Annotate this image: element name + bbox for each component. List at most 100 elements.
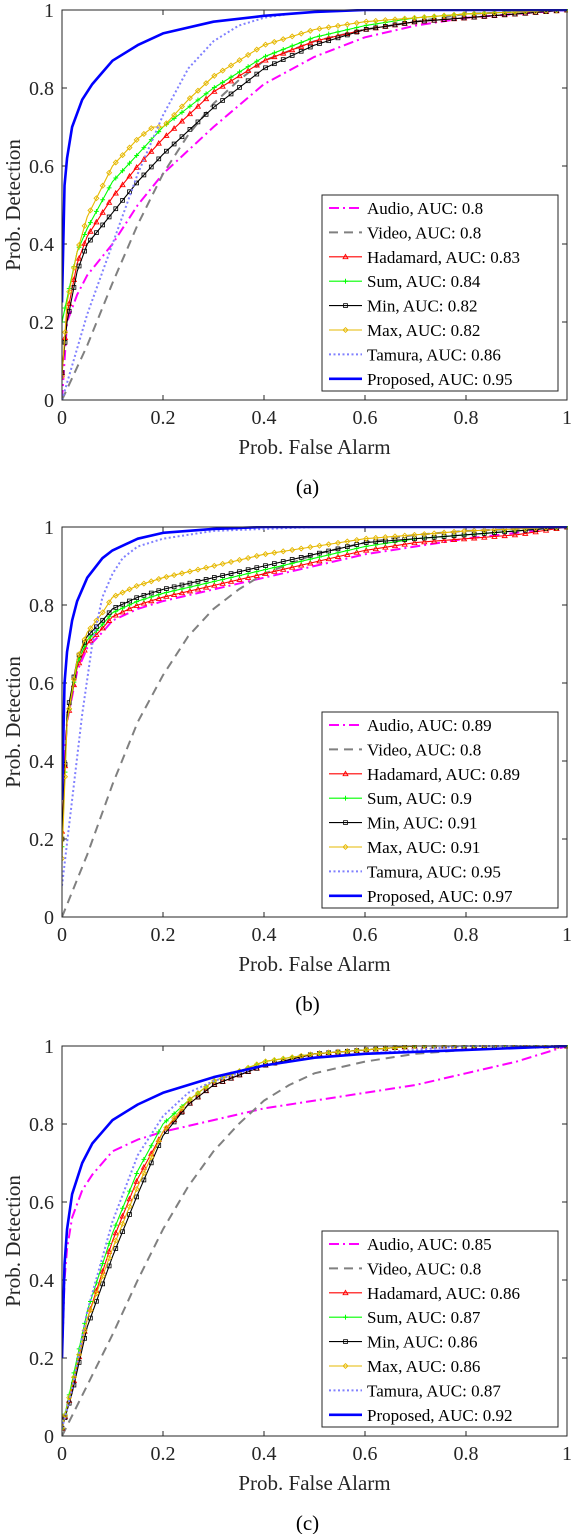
series-marker [126, 144, 133, 151]
series-marker [106, 169, 113, 176]
series-marker [81, 636, 88, 643]
series-marker [382, 540, 388, 546]
series-marker [120, 1229, 125, 1235]
series-marker [227, 77, 235, 84]
y-tick-label: 0.6 [29, 673, 54, 695]
series-marker [325, 34, 332, 41]
series-line [62, 1045, 567, 1429]
x-tick-label: 0.8 [454, 1443, 479, 1465]
series-2 [62, 526, 568, 834]
legend-entry: Min, AUC: 0.91 [367, 814, 478, 833]
series-marker [93, 1290, 100, 1297]
series-0 [62, 526, 568, 801]
series-marker [70, 676, 77, 683]
series-marker [401, 532, 408, 539]
series-marker [289, 546, 296, 553]
series-marker [112, 592, 119, 599]
series-marker [141, 1157, 147, 1162]
series-marker [289, 33, 296, 40]
series-marker [187, 127, 193, 132]
series-marker [88, 237, 93, 243]
series-marker [186, 95, 193, 102]
series-marker [307, 36, 313, 42]
series-1 [62, 1045, 568, 1437]
roc-panel-a: 0 0.2 0.4 0.6 0.8 1 0 0.2 0.4 0.6 0.8 1 Prob. False … [1, 0, 572, 499]
y-tick-label: 0 [44, 390, 54, 412]
x-axis-label: Prob. False Alarm [238, 952, 390, 976]
series-marker [140, 1163, 148, 1170]
series-marker [262, 1058, 269, 1065]
series-marker [326, 548, 331, 554]
series-marker [363, 535, 370, 542]
legend-entry: Audio, AUC: 0.85 [367, 1235, 492, 1254]
series-marker [66, 705, 73, 712]
series-marker [441, 529, 448, 536]
series-marker [280, 57, 286, 62]
series-marker [372, 17, 379, 24]
y-tick-label: 0 [44, 1426, 54, 1448]
series-marker [372, 545, 379, 552]
axes-frame [61, 526, 568, 918]
legend-marker [342, 1289, 349, 1296]
x-tick-label: 1 [562, 1443, 572, 1465]
series-marker [272, 61, 277, 67]
series-marker [228, 558, 235, 565]
series-marker [62, 340, 68, 345]
series-marker [382, 534, 389, 541]
series-marker [363, 18, 370, 25]
series-marker [344, 544, 350, 550]
series-marker [298, 1052, 305, 1059]
series-marker [471, 531, 477, 537]
series-marker [262, 56, 269, 63]
series-marker [354, 29, 360, 35]
series-marker [236, 576, 243, 582]
series-marker [94, 230, 99, 235]
series-marker [194, 87, 201, 94]
series-marker [244, 574, 252, 580]
x-tick-label: 0 [57, 407, 67, 429]
series-marker [62, 855, 66, 862]
legend-box [321, 1230, 559, 1428]
series-marker [99, 609, 106, 616]
series-marker [411, 531, 418, 538]
legend-entry: Tamura, AUC: 0.86 [367, 345, 501, 364]
series-marker [119, 152, 126, 159]
series-line [62, 9, 568, 373]
series-marker [391, 1045, 399, 1051]
series-marker [461, 528, 468, 535]
series-marker [254, 71, 260, 77]
series-marker [228, 74, 234, 80]
panel-caption: (c) [296, 1511, 319, 1534]
series-marker [186, 1096, 193, 1103]
series-marker [280, 49, 287, 56]
series-marker [62, 369, 66, 376]
series-marker [451, 1045, 458, 1050]
series-marker [62, 1425, 66, 1432]
series-marker [195, 119, 201, 125]
roc-panel-c: 0 0.2 0.4 0.6 0.8 1 0 0.2 0.4 0.6 0.8 1 Prob. False … [1, 1036, 572, 1534]
series-marker [126, 586, 133, 593]
legend-entry: Max, AUC: 0.82 [367, 321, 480, 340]
series-marker [112, 611, 119, 618]
series-marker [280, 566, 287, 572]
series-marker [344, 27, 350, 33]
series-4 [62, 9, 568, 376]
series-marker [228, 91, 234, 97]
series-marker [372, 1046, 379, 1053]
series-marker [344, 538, 351, 545]
series-marker [263, 65, 268, 71]
series-marker [99, 182, 106, 189]
series-7 [62, 1045, 568, 1359]
series-marker [203, 1083, 210, 1090]
series-marker [244, 67, 252, 73]
roc-panel-b: 0 0.2 0.4 0.6 0.8 1 0 0.2 0.4 0.6 0.8 1 Prob. False … [1, 517, 572, 1016]
legend-marker [343, 795, 348, 801]
series-marker [263, 563, 268, 568]
series-marker [178, 589, 186, 596]
series-marker [119, 181, 126, 188]
y-tick-label: 0.4 [29, 234, 54, 256]
series-marker [511, 531, 519, 538]
series-marker [62, 373, 66, 380]
series-marker [211, 1077, 218, 1084]
legend-entry: Video, AUC: 0.8 [367, 740, 481, 759]
